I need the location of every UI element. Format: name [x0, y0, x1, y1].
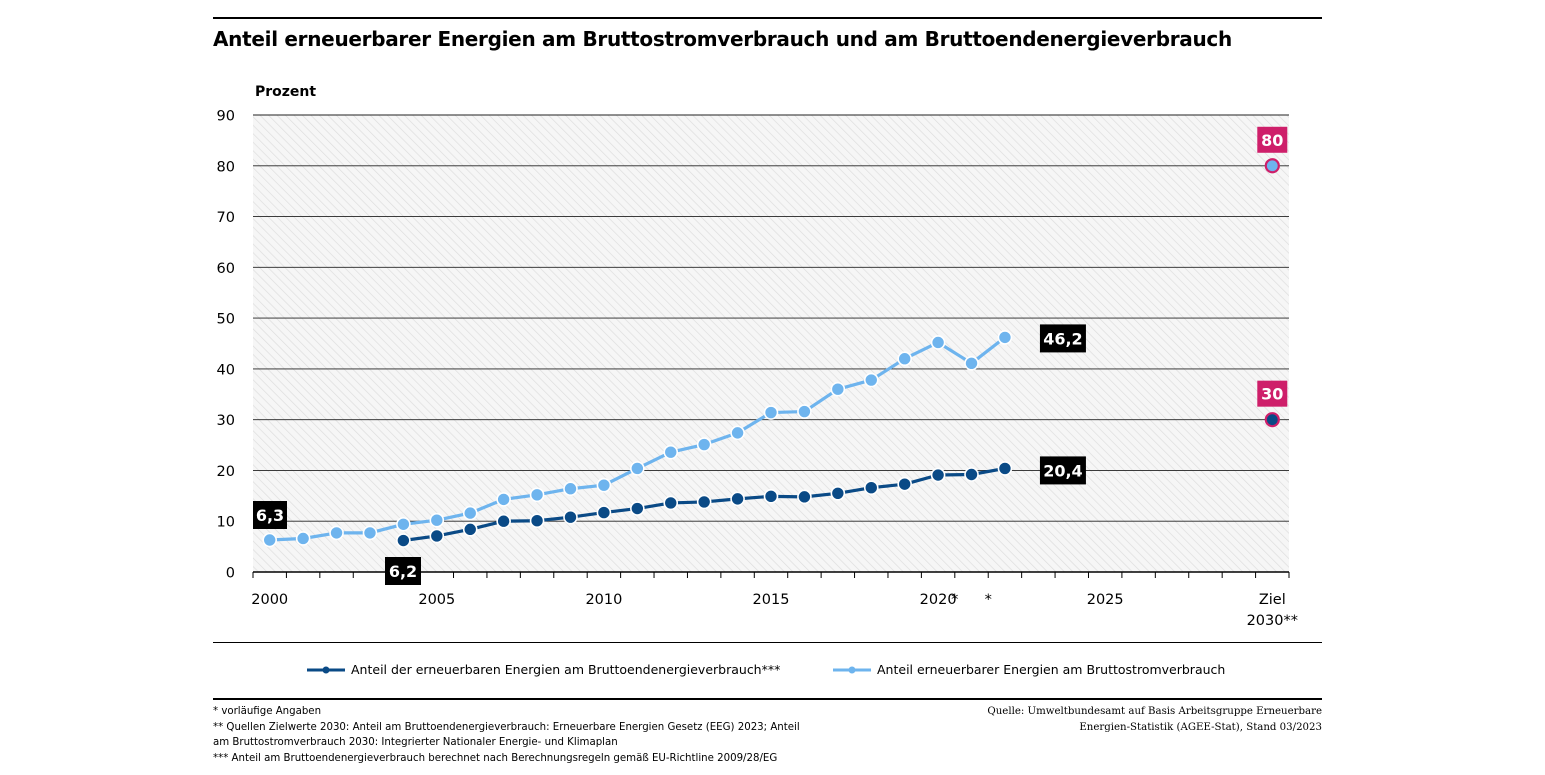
- point-strom-2005: [429, 512, 445, 528]
- x-tick-label-1: 2005: [418, 592, 455, 608]
- point-strom-2002: [329, 525, 344, 541]
- point-strom-2014: [730, 425, 745, 441]
- point-endenergie-2019: [897, 476, 912, 492]
- x-tick-label-4: 2020: [920, 592, 957, 608]
- point-endenergie-2022: [997, 461, 1013, 476]
- target-label-80-box: [1257, 126, 1288, 153]
- chart-title: Anteil erneuerbarer Energien am Bruttost…: [213, 27, 1232, 51]
- point-strom-2004: [396, 516, 411, 532]
- source-line-1: Quelle: Umweltbundesamt auf Basis Arbeit…: [987, 706, 1322, 717]
- data-label-endenergie-end-box: [1039, 456, 1086, 485]
- point-endenergie-2004: [396, 533, 411, 548]
- legend-label-endenergie: Anteil der erneuerbaren Energien am Brut…: [351, 662, 781, 677]
- point-strom-2012: [663, 444, 679, 460]
- y-tick-label-30: 30: [217, 413, 235, 429]
- legend-item-strom: Anteil erneuerbarer Energien am Bruttost…: [833, 662, 1225, 677]
- footnotes: * vorläufige Angaben ** Quellen Zielwert…: [213, 704, 800, 766]
- point-endenergie-2005: [429, 528, 445, 544]
- point-endenergie-2013: [696, 494, 712, 510]
- data-label-strom-end: 46,2: [1043, 329, 1082, 348]
- point-strom-2019: [897, 351, 912, 367]
- legend-label-strom: Anteil erneuerbarer Energien am Bruttost…: [877, 662, 1226, 677]
- source-note: Quelle: Umweltbundesamt auf Basis Arbeit…: [987, 704, 1322, 736]
- x-tick-label-8-line1: 2030**: [1247, 613, 1298, 629]
- y-tick-label-90: 90: [217, 109, 235, 125]
- footnote-3: am Bruttostromverbrauch 2030: Integriert…: [213, 737, 618, 748]
- x-tick-label-2: 2010: [585, 592, 622, 608]
- target-label-30: 30: [1261, 385, 1283, 404]
- data-label-endenergie-end: 20,4: [1043, 461, 1082, 480]
- point-strom-2011: [630, 461, 645, 476]
- data-label-endenergie-start-box: [385, 557, 421, 585]
- y-tick-label-60: 60: [217, 261, 235, 277]
- legend-swatch-strom: [833, 666, 871, 673]
- legend-top-rule: [213, 642, 1322, 643]
- legend-item-endenergie: Anteil der erneuerbaren Energien am Brut…: [307, 662, 780, 677]
- point-strom-2000: [262, 532, 278, 548]
- point-endenergie-2014: [730, 491, 745, 507]
- point-endenergie-2009: [563, 509, 578, 525]
- point-strom-2003: [362, 525, 378, 541]
- data-label-strom-end-box: [1039, 324, 1086, 353]
- footer-rule: [213, 698, 1322, 700]
- footnote-4: *** Anteil am Bruttoendenergieverbrauch …: [213, 752, 778, 764]
- line-chart: 0 10 20 30 40 50 60 70 80 90 Prozent 2000 2005 2010 20…: [217, 84, 1298, 629]
- source-line-2: Energien-Statistik (AGEE-Stat), Stand 03…: [1079, 722, 1322, 733]
- point-endenergie-2017: [830, 485, 846, 501]
- x-tick-label-6: *: [985, 592, 992, 608]
- y-tick-label-50: 50: [217, 312, 235, 328]
- y-axis-label: Prozent: [255, 84, 316, 100]
- footnote-2: ** Quellen Zielwerte 2030: Anteil am Bru…: [213, 721, 800, 733]
- target-label-30-box: [1257, 380, 1288, 407]
- point-strom-2010: [596, 477, 612, 493]
- point-endenergie-2010: [596, 505, 612, 520]
- point-strom-2001: [295, 531, 311, 546]
- x-tick-label-3: 2015: [753, 592, 790, 608]
- point-endenergie-2020: [930, 467, 946, 483]
- y-tick-label-20: 20: [217, 464, 235, 480]
- point-strom-2020: [930, 335, 946, 350]
- x-tick-label-5: *: [951, 592, 958, 608]
- x-tick-label-8: Ziel: [1259, 592, 1286, 608]
- point-endenergie-2006: [462, 522, 478, 537]
- data-label-strom-start: 6,3: [256, 506, 284, 525]
- point-strom-2006: [462, 505, 478, 521]
- data-label-endenergie-start: 6,2: [389, 562, 417, 581]
- point-strom-2015: [763, 405, 779, 420]
- point-strom-2016: [797, 404, 812, 419]
- point-endenergie-2011: [630, 501, 645, 516]
- x-tick-label-7: 2025: [1087, 592, 1124, 608]
- y-tick-label-70: 70: [217, 210, 235, 226]
- point-strom-2013: [696, 437, 712, 452]
- point-endenergie-2007: [496, 513, 511, 529]
- target-label-80: 80: [1261, 131, 1283, 150]
- point-endenergie-2012: [663, 495, 679, 511]
- point-endenergie-2018: [863, 480, 879, 496]
- point-endenergie-2015: [763, 489, 779, 504]
- point-strom-2017: [830, 381, 846, 397]
- footnote-1: * vorläufige Angaben: [213, 706, 322, 717]
- y-tick-label-0: 0: [226, 566, 235, 582]
- point-endenergie-2008: [529, 513, 545, 529]
- point-strom-2009: [563, 481, 578, 497]
- y-tick-label-10: 10: [217, 515, 235, 531]
- target-point-30: [1264, 412, 1280, 428]
- x-tick-label-0: 2000: [251, 592, 288, 608]
- point-endenergie-2021: [964, 467, 979, 482]
- point-strom-2008: [529, 487, 545, 503]
- title-rule: [213, 17, 1322, 19]
- data-label-strom-start-box: [253, 501, 287, 529]
- point-endenergie-2016: [797, 489, 812, 505]
- point-strom-2007: [496, 492, 511, 507]
- point-strom-2018: [863, 372, 879, 388]
- point-strom-2022: [997, 330, 1013, 345]
- y-tick-label-40: 40: [217, 362, 235, 378]
- target-point-80: [1264, 158, 1280, 174]
- point-strom-2021: [964, 356, 979, 371]
- y-tick-label-80: 80: [217, 159, 235, 175]
- legend-swatch-endenergie: [307, 666, 345, 673]
